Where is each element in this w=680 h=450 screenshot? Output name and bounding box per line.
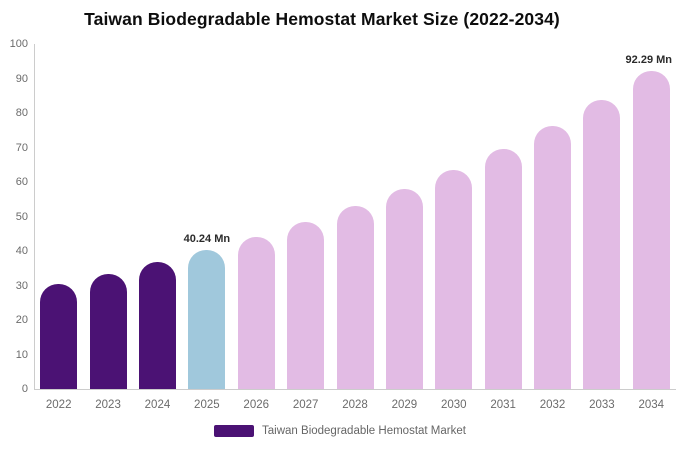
x-axis-label: 2026 xyxy=(243,399,270,411)
bar-2029[interactable] xyxy=(385,188,423,389)
chart-title: Taiwan Biodegradable Hemostat Market Siz… xyxy=(84,9,560,29)
bar-value-label: 40.24 Mn xyxy=(183,233,231,246)
y-tick-label: 90 xyxy=(15,72,28,85)
bar-2027[interactable] xyxy=(287,222,325,389)
x-axis-label: 2028 xyxy=(342,399,368,411)
bar-2031[interactable] xyxy=(484,148,522,389)
y-tick-label: 30 xyxy=(15,279,28,292)
bar-2023[interactable] xyxy=(89,273,127,389)
y-tick-label: 100 xyxy=(9,38,28,50)
legend-label: Taiwan Biodegradable Hemostat Market xyxy=(262,425,466,437)
x-axis-line xyxy=(34,389,676,390)
x-axis-label: 2023 xyxy=(95,399,121,411)
y-tick-label: 80 xyxy=(15,107,28,119)
bar-2033[interactable] xyxy=(583,99,621,389)
x-axis-label: 2033 xyxy=(589,399,615,411)
y-tick-label: 0 xyxy=(21,383,28,395)
y-axis-line xyxy=(34,44,35,389)
x-axis-label: 2031 xyxy=(490,399,516,411)
y-tick-label: 70 xyxy=(15,141,28,154)
y-tick-label: 40 xyxy=(15,245,28,257)
x-axis-label: 2025 xyxy=(194,399,220,411)
x-axis-label: 2029 xyxy=(391,399,418,411)
x-axis-label: 2022 xyxy=(45,399,72,411)
x-axis-label: 2030 xyxy=(440,399,467,411)
x-axis-label: 2032 xyxy=(539,399,566,411)
bar-value-label: 92.29 Mn xyxy=(625,53,672,66)
legend[interactable]: Taiwan Biodegradable Hemostat Market xyxy=(0,425,680,437)
bar-2024[interactable] xyxy=(138,262,176,389)
bar-2025[interactable] xyxy=(188,250,226,389)
bar-2030[interactable] xyxy=(435,169,473,389)
x-axis-label: 2034 xyxy=(638,399,665,411)
y-tick-label: 50 xyxy=(15,210,28,223)
y-tick-label: 20 xyxy=(15,314,28,326)
bar-2026[interactable] xyxy=(237,236,275,389)
x-axis-label: 2024 xyxy=(144,399,171,411)
bar-2022[interactable] xyxy=(40,284,78,389)
legend-swatch-icon xyxy=(214,425,255,437)
bar-2034[interactable] xyxy=(632,70,670,389)
y-tick-label: 10 xyxy=(15,348,28,361)
y-tick-label: 60 xyxy=(15,176,28,188)
bar-2032[interactable] xyxy=(534,125,572,389)
x-axis-label: 2027 xyxy=(292,399,319,411)
bar-2028[interactable] xyxy=(336,206,374,389)
